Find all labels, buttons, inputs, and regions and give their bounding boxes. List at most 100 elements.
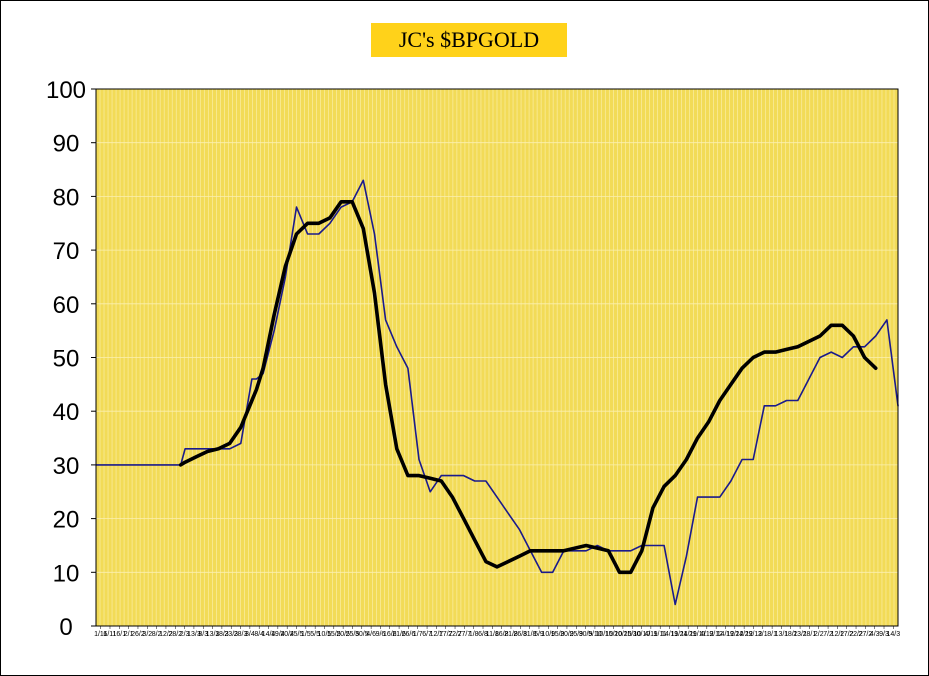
series-line-smoothed — [178, 200, 878, 575]
chart-title: JC's $BPGOLD — [371, 23, 567, 57]
x-tick-label: 1/8 — [469, 631, 479, 638]
x-tick-label: 7/2 — [823, 631, 833, 638]
x-tick-label: 16/6 — [383, 631, 397, 638]
x-tick-label: 25/9 — [569, 631, 583, 638]
y-tick-label: 30 — [53, 453, 80, 480]
x-tick-label: 20/5 — [336, 631, 350, 638]
x-tick-label: 28/2 — [168, 631, 182, 638]
y-tick-label: 90 — [53, 131, 80, 158]
x-tick-label: 14/4 — [262, 631, 276, 638]
x-tick-label: 5/10 — [588, 631, 602, 638]
x-tick-label: 23/3 — [224, 631, 238, 638]
x-tick-label: 12/2 — [831, 631, 845, 638]
x-tick-label: 8/3 — [198, 631, 208, 638]
x-tick-label: 30/10 — [633, 631, 651, 638]
x-tick-label: 23/1 — [793, 631, 807, 638]
x-tick-label: 24/11 — [680, 631, 697, 638]
x-tick-label: 13/1 — [775, 631, 789, 638]
x-tick-label: 20/10 — [614, 631, 632, 638]
x-tick-label: 28/3 — [234, 631, 248, 638]
x-tick-label: 10/9 — [541, 631, 555, 638]
x-tick-label: 21/8 — [504, 631, 518, 638]
x-tick-label: 22/2 — [849, 631, 863, 638]
y-tick-label: 10 — [53, 560, 80, 587]
x-tick-label: 2/1 — [124, 631, 134, 638]
x-tick-label: 20/4 — [280, 631, 294, 638]
x-tick-label: 29/11 — [689, 631, 706, 638]
x-tick-label: 16/1 — [113, 631, 127, 638]
x-tick-label: 21/6 — [392, 631, 406, 638]
x-tick-label: 16/8 — [495, 631, 509, 638]
x-tick-label: 12/7 — [430, 631, 444, 638]
x-tick-label: 29/12 — [745, 631, 763, 638]
x-tick-label: 22/7 — [448, 631, 462, 638]
y-tick-label: 40 — [53, 399, 80, 426]
x-tick-label: 3/1 — [758, 631, 768, 638]
x-tick-label: 25/5 — [290, 631, 304, 638]
x-tick-label: 12/2 — [159, 631, 173, 638]
x-tick-label: 15/9 — [551, 631, 565, 638]
x-tick-label: 19/4 — [271, 631, 285, 638]
x-tick-label: 30/9 — [579, 631, 593, 638]
x-tick-label: 13/3 — [187, 631, 201, 638]
x-tick-label: 2/3 — [180, 631, 190, 638]
x-tick-label: 9/11 — [654, 631, 667, 638]
x-tick-label: 26/6 — [402, 631, 416, 638]
x-tick-label: 6/8 — [478, 631, 488, 638]
x-tick-label: 8/1 — [767, 631, 777, 638]
x-tick-label: 14/11 — [661, 631, 678, 638]
x-tick-label: 4/11 — [644, 631, 657, 638]
y-tick-label: 70 — [53, 238, 80, 265]
x-tick-label: 20/9 — [560, 631, 574, 638]
x-tick-label: 3/4 — [245, 631, 255, 638]
x-tick-label: 9/6 — [376, 631, 386, 638]
x-tick-label: 28/1 — [803, 631, 817, 638]
x-tick-label: 30/5 — [355, 631, 369, 638]
x-tick-label: 3/2 — [142, 631, 152, 638]
x-tick-label: 10/10 — [595, 631, 613, 638]
y-tick-label: 60 — [53, 292, 80, 319]
x-tick-label: 6/11 — [103, 631, 116, 638]
y-tick-label: 50 — [53, 346, 80, 373]
x-tick-label: 25/10 — [623, 631, 641, 638]
x-tick-label: 18/3 — [215, 631, 229, 638]
x-tick-label: 1/11 — [94, 631, 107, 638]
x-tick-label: 26/8 — [514, 631, 528, 638]
plot-border — [95, 88, 899, 627]
x-tick-label: 15/5 — [327, 631, 341, 638]
y-tick-label: 20 — [53, 507, 80, 534]
x-tick-label: 9/12 — [709, 631, 723, 638]
x-tick-label: 8/2 — [152, 631, 162, 638]
y-tick-label: 0 — [59, 614, 72, 641]
x-tick-label: 26/2 — [131, 631, 145, 638]
x-tick-label: 27/7 — [458, 631, 472, 638]
x-tick-label: 24/12 — [735, 631, 753, 638]
series-line-raw — [95, 179, 899, 606]
x-tick-label: 19/12 — [726, 631, 744, 638]
x-tick-label: 11/8 — [486, 631, 499, 638]
x-tick-label: 6/7 — [422, 631, 432, 638]
x-tick-label: 10/5 — [318, 631, 332, 638]
x-tick-label: 4/12 — [700, 631, 714, 638]
x-tick-label: 2/2 — [814, 631, 824, 638]
x-tick-label: 13/3 — [206, 631, 220, 638]
x-tick-label: 18/1 — [784, 631, 798, 638]
x-tick-label: 19/11 — [670, 631, 687, 638]
x-tick-label: 4/3 — [870, 631, 880, 638]
x-tick-label: 17/2 — [840, 631, 854, 638]
x-tick-label: 5/5 — [310, 631, 320, 638]
x-tick-label: 15/10 — [605, 631, 623, 638]
x-tick-label: 14/12 — [717, 631, 735, 638]
x-tick-label: 17/7 — [439, 631, 453, 638]
x-tick-label: 1/7 — [413, 631, 423, 638]
x-tick-label: 1/5 — [301, 631, 311, 638]
x-tick-label: 25/5 — [346, 631, 360, 638]
x-tick-label: 14/3 — [887, 631, 901, 638]
x-tick-label: 4/6 — [366, 631, 376, 638]
x-tick-label: 9/3 — [879, 631, 889, 638]
x-tick-label: 31/8 — [523, 631, 537, 638]
x-tick-label: 8/4 — [254, 631, 264, 638]
x-tick-label: 27/2 — [859, 631, 873, 638]
